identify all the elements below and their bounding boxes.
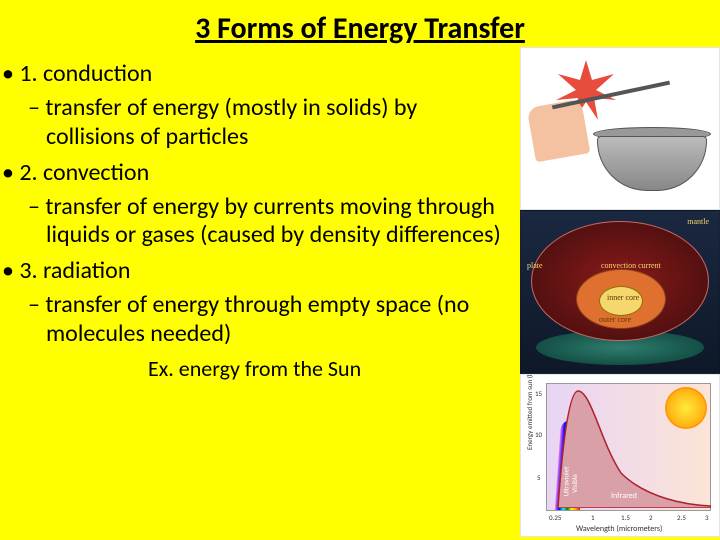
item-1-desc: transfer of energy (mostly in solids) by… — [46, 94, 510, 152]
inner-core-label: inner core — [607, 293, 639, 302]
outer-core-label: outer core — [599, 315, 631, 324]
convection-image: mantle plate convection current inner co… — [520, 210, 720, 373]
xtick-4: 2.5 — [677, 513, 686, 522]
y-axis-label: Energy emitted from sun (kcal/cm²/min) — [525, 374, 534, 450]
item-3-example: Ex. energy from the Sun — [148, 355, 510, 382]
sun-icon — [667, 389, 705, 427]
item-3-heading: 3. radiation — [18, 256, 510, 285]
item-2-desc: transfer of energy by currents moving th… — [46, 193, 510, 251]
conduction-image — [520, 47, 720, 210]
xtick-0: 0.25 — [549, 513, 561, 522]
image-column: mantle plate convection current inner co… — [520, 47, 720, 537]
ytick-2: 15 — [535, 389, 542, 398]
radiation-chart: Energy emitted from sun (kcal/cm²/min) W… — [520, 374, 720, 537]
mantle-label: mantle — [687, 217, 709, 226]
item-2-heading: 2. convection — [18, 158, 510, 187]
item-1-heading: 1. conduction — [18, 59, 510, 88]
content-row: 1. conduction transfer of energy (mostly… — [0, 47, 720, 537]
xtick-3: 2 — [649, 513, 653, 522]
xtick-5: 3 — [705, 513, 709, 522]
x-axis-label: Wavelength (micrometers) — [576, 524, 662, 534]
xtick-1: 1 — [591, 513, 595, 522]
ytick-1: 10 — [535, 430, 542, 439]
plate-label: plate — [527, 261, 543, 270]
page-title: 3 Forms of Energy Transfer — [0, 0, 720, 47]
text-column: 1. conduction transfer of energy (mostly… — [0, 47, 520, 537]
visible-band-label: Visible — [570, 474, 579, 493]
xtick-2: 1.5 — [621, 513, 630, 522]
convection-label: convection current — [601, 261, 661, 270]
infrared-band-label: Infrared — [611, 491, 637, 501]
pot-icon — [597, 136, 707, 191]
ytick-0: 5 — [537, 473, 541, 482]
item-3-desc: transfer of energy through empty space (… — [46, 291, 510, 349]
